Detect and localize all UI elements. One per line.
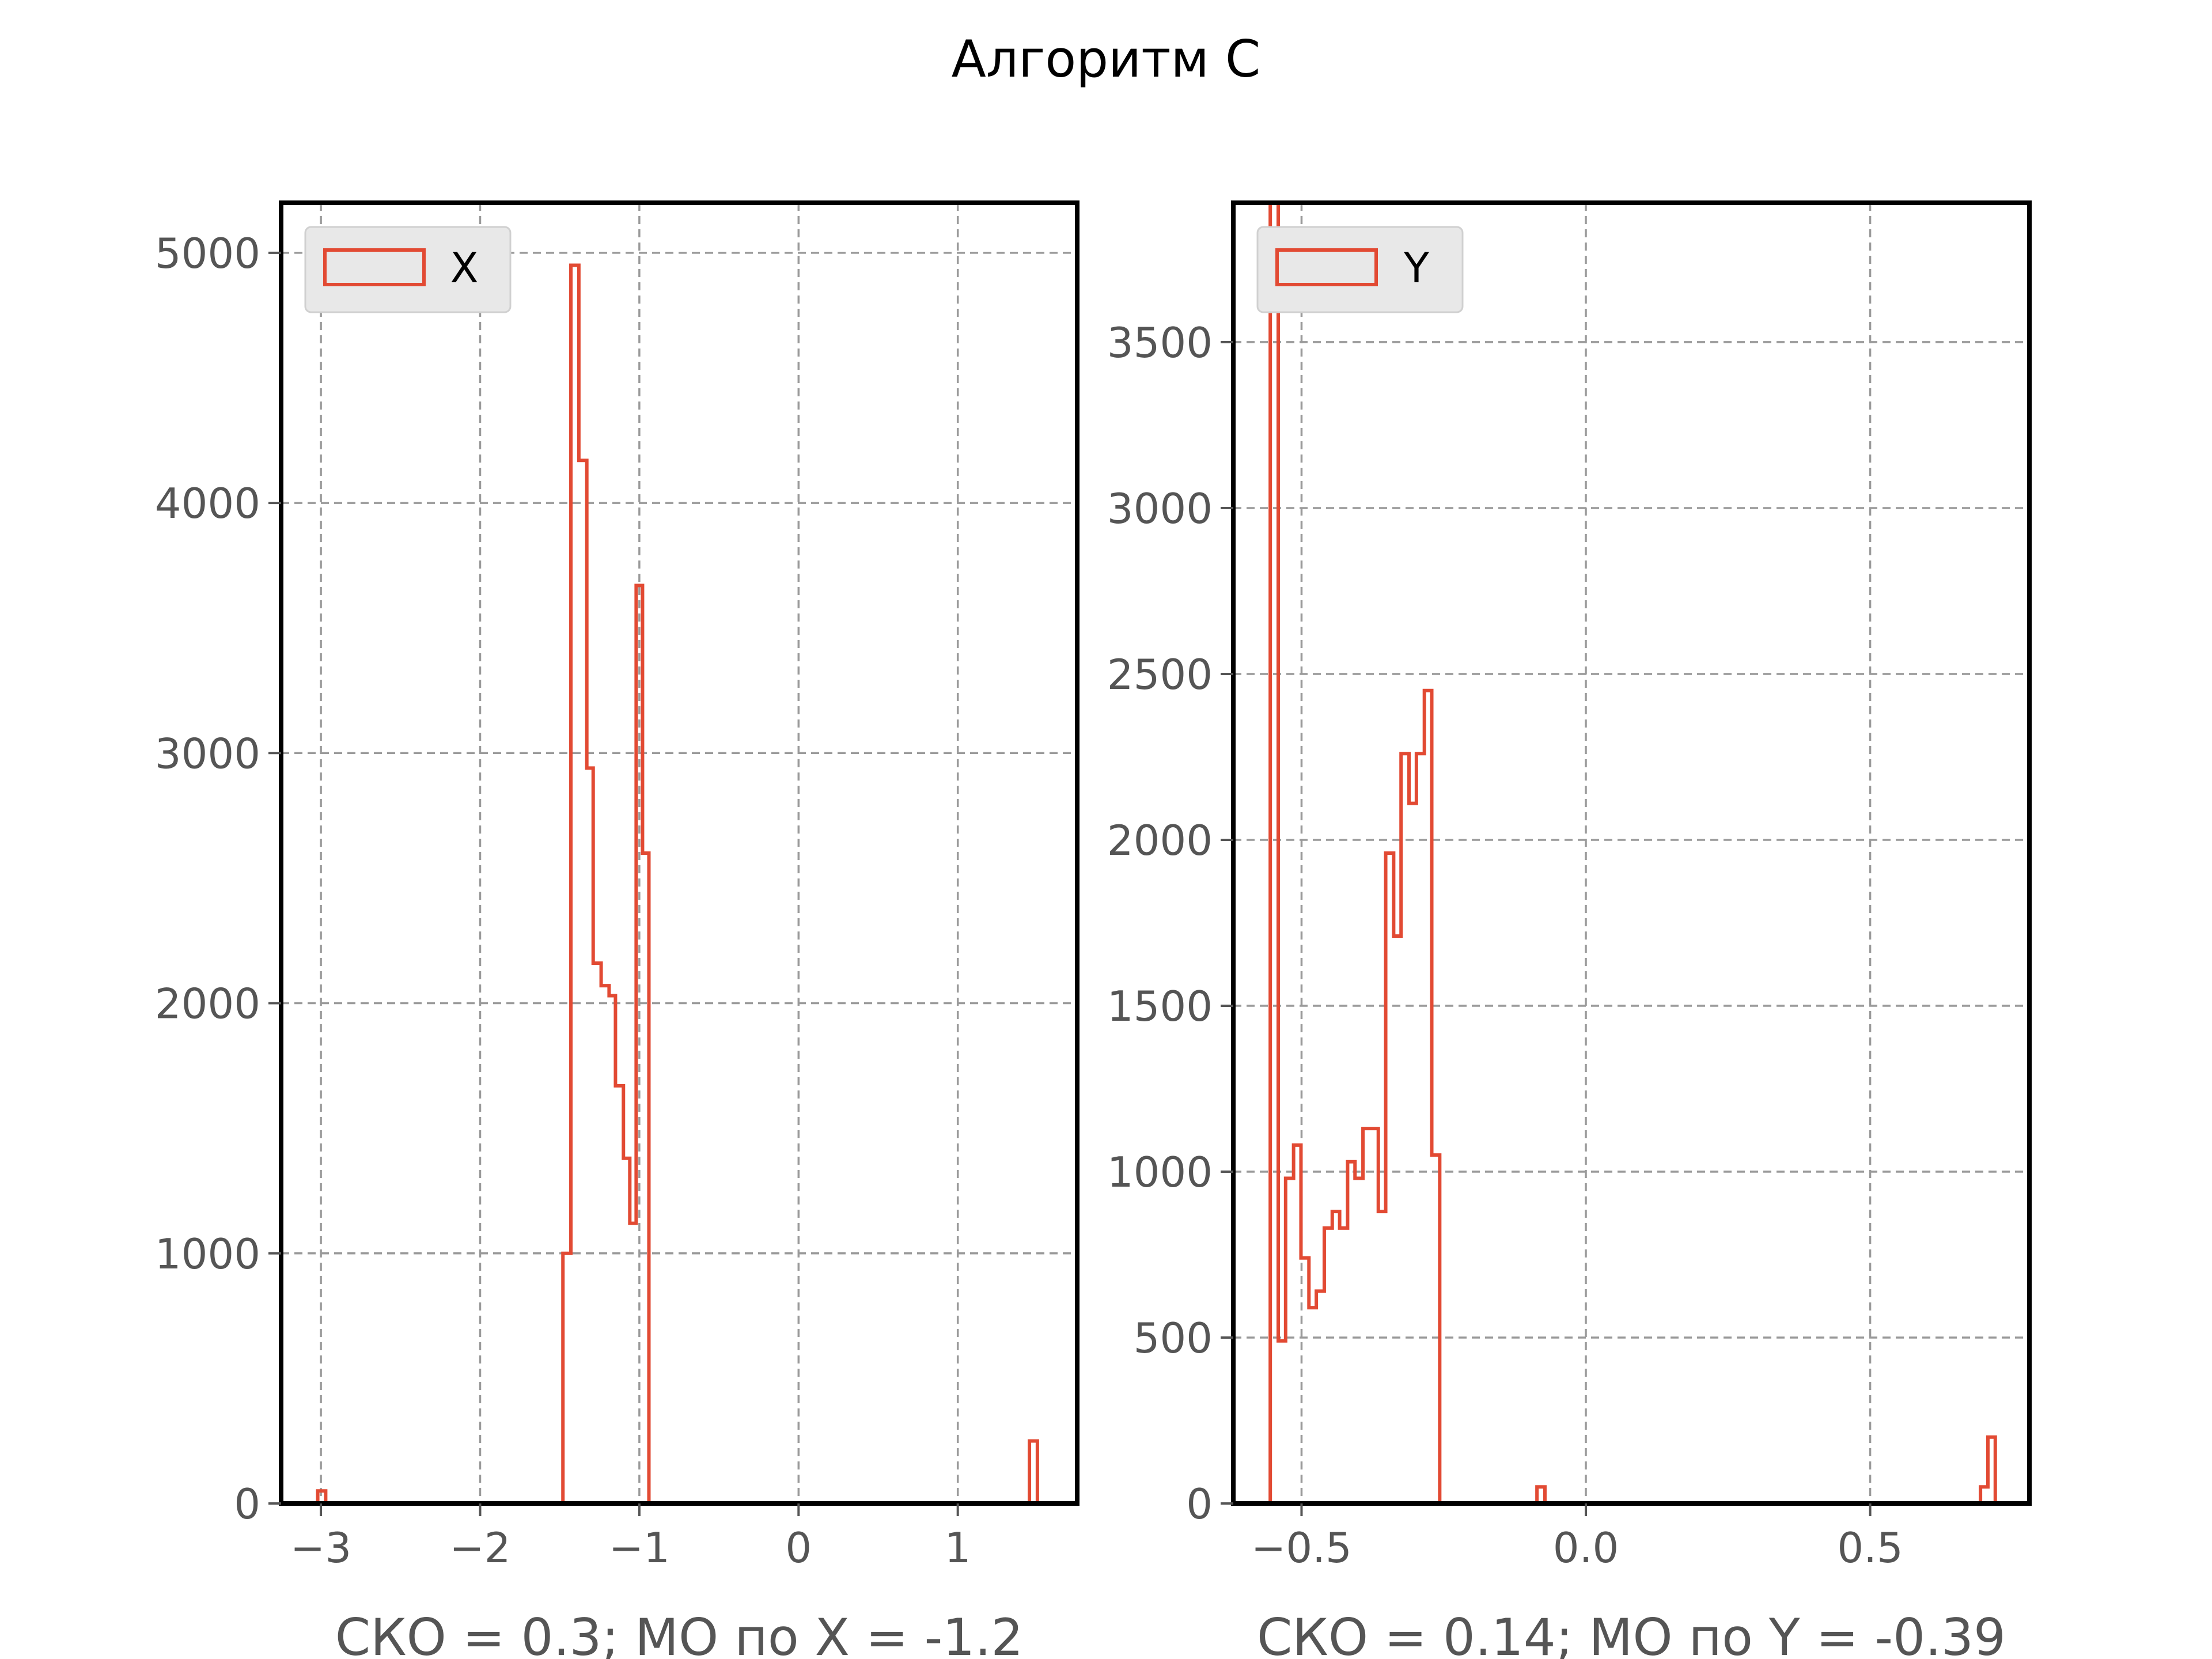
x-axis-label-x-chart: СКО = 0.3; МО по X = -1.2	[335, 1608, 1024, 1659]
y-tick-label-x-2: 2000	[155, 980, 260, 1028]
y-tick-label-y-5: 2500	[1107, 650, 1213, 699]
legend-box-y	[1256, 226, 1464, 313]
x-axis-label-y-chart: СКО = 0.14; МО по Y = -0.39	[1257, 1608, 2006, 1659]
legend-swatch-x	[323, 248, 426, 286]
y-tick-label-x-1: 1000	[155, 1230, 260, 1278]
y-tick-label-y-0: 0	[1186, 1480, 1213, 1528]
x-tick-label-x-0: −3	[290, 1524, 351, 1572]
legend-box-x	[304, 226, 512, 313]
x-tick-label-y-1: 0.0	[1553, 1524, 1619, 1572]
plot-frame-x	[279, 200, 1080, 1506]
x-tick-label-x-4: 1	[945, 1524, 971, 1572]
y-tick-label-y-4: 2000	[1107, 816, 1213, 865]
y-tick-label-y-2: 1000	[1107, 1148, 1213, 1196]
legend-label-y: Y	[1403, 244, 1430, 292]
ticks-y-chart: −0.5 0.0 0.5 0 500 1000 1500 2000 2500 3000 3500	[1107, 319, 1903, 1572]
x-tick-label-x-3: 0	[785, 1524, 812, 1572]
x-tick-label-x-1: −2	[449, 1524, 510, 1572]
legend-y-chart: Y	[1256, 226, 1464, 313]
grid-y-chart	[1233, 203, 2029, 1505]
x-tick-label-y-0: −0.5	[1251, 1524, 1352, 1572]
y-tick-label-y-6: 3000	[1107, 484, 1213, 533]
legend-x-chart: X	[304, 226, 512, 313]
y-tick-label-y-7: 3500	[1107, 319, 1213, 367]
legend-swatch-y	[1275, 248, 1378, 286]
y-tick-label-x-3: 3000	[155, 729, 260, 778]
histogram-y-chart: −0.5 0.0 0.5 0 500 1000 1500 2000 2500 3000 3500 С…	[1107, 200, 2032, 1659]
histogram-x-step	[316, 263, 1039, 1503]
figure-title: Алгоритм С	[952, 29, 1261, 89]
grid-x-chart	[281, 203, 1077, 1505]
histogram-y-step	[1268, 201, 1997, 1503]
x-tick-label-y-2: 0.5	[1837, 1524, 1903, 1572]
y-tick-label-x-5: 5000	[155, 229, 260, 278]
y-tick-label-y-1: 500	[1134, 1314, 1213, 1362]
y-tick-label-x-4: 4000	[155, 479, 260, 528]
y-tick-label-y-3: 1500	[1107, 982, 1213, 1031]
ticks-x-chart: −3 −2 −1 0 1 0 1000 2000 3000 4000 5000	[155, 229, 971, 1572]
y-tick-label-x-0: 0	[234, 1480, 260, 1528]
legend-label-x: X	[450, 244, 478, 292]
plot-frame-y	[1231, 200, 2032, 1506]
histogram-x-chart: −3 −2 −1 0 1 0 1000 2000 3000 4000 5000 СКО = 0.3;…	[155, 200, 1080, 1659]
x-tick-label-x-2: −1	[609, 1524, 670, 1572]
